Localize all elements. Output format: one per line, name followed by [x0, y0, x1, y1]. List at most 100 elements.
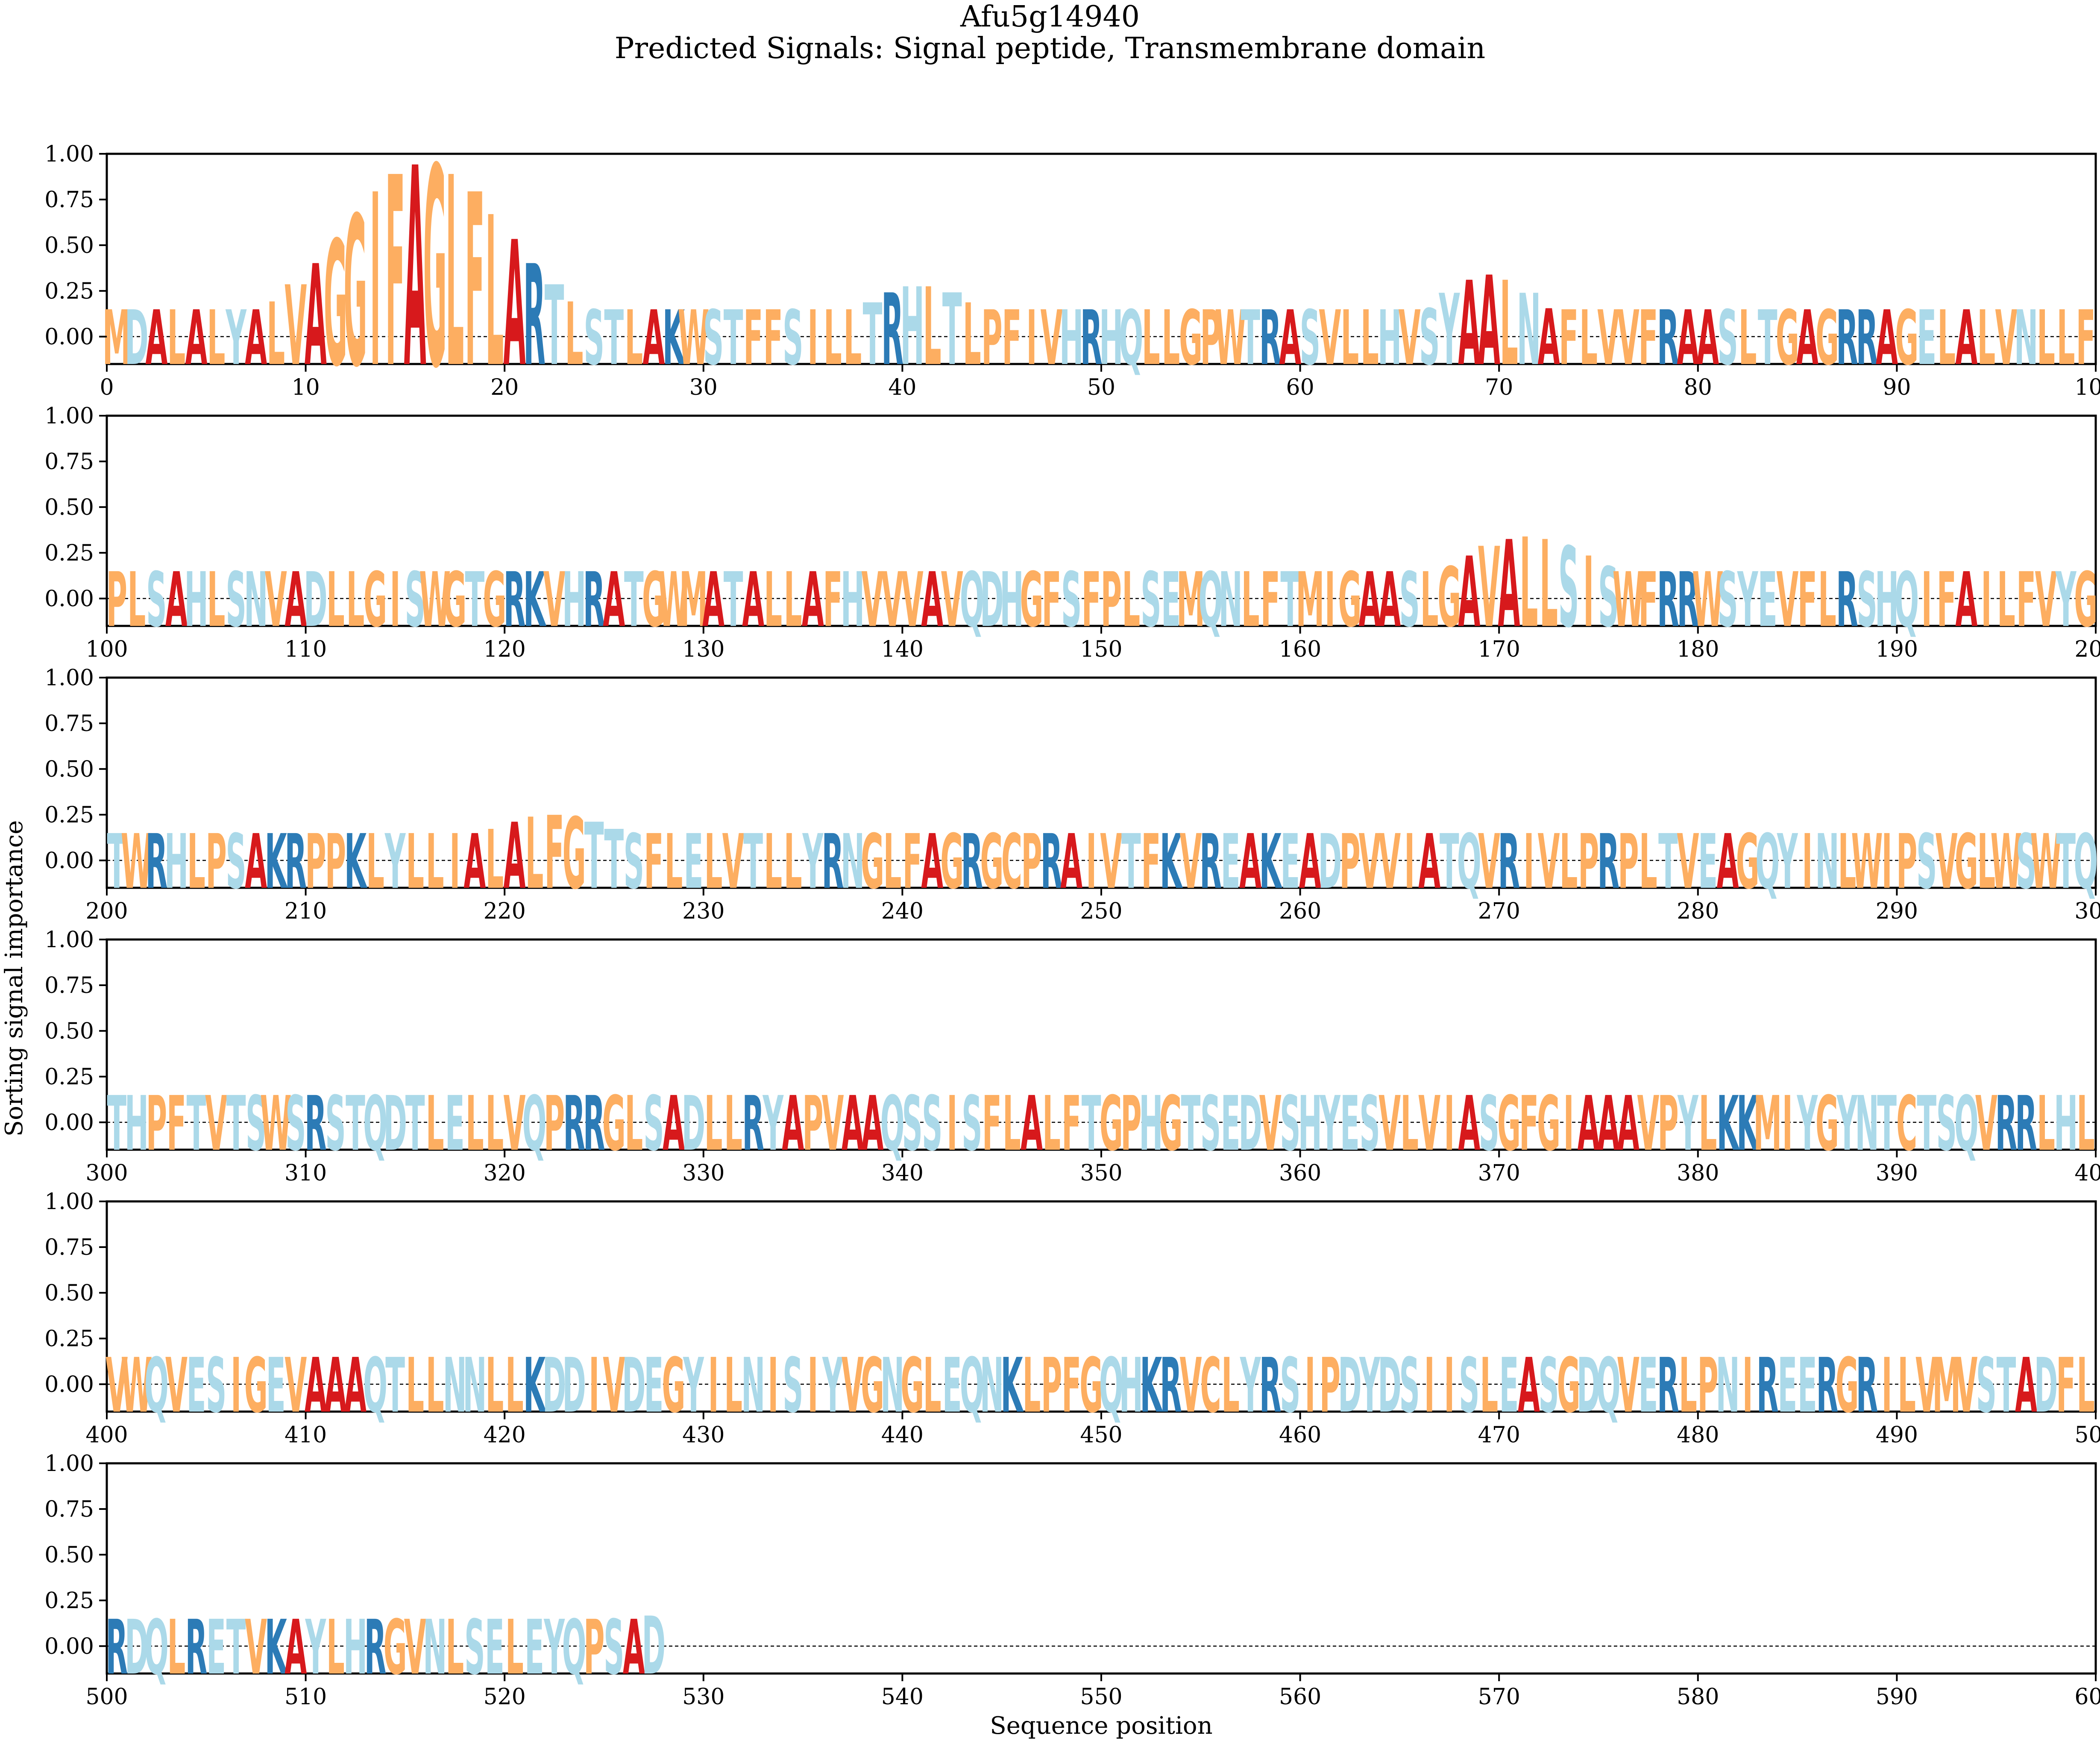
- logo-letter: A: [1021, 1080, 1043, 1168]
- logo-letter: F: [903, 818, 922, 906]
- logo-letter: A: [921, 556, 943, 644]
- logo-letter: R: [106, 1604, 128, 1691]
- x-tick-label: 20: [490, 375, 519, 400]
- logo-letter: L: [1400, 1080, 1419, 1168]
- logo-letter: P: [1697, 1342, 1718, 1430]
- logo-letter: I: [768, 1342, 778, 1430]
- logo-letter: E: [942, 1342, 962, 1430]
- logo-letter: E: [644, 1342, 663, 1430]
- logo-letter: P: [1101, 556, 1122, 644]
- y-axis-label: Sorting signal importance: [0, 820, 28, 1136]
- logo-letter: S: [1479, 1080, 1499, 1168]
- logo-letter: S: [1359, 1080, 1380, 1168]
- logo-letter: V: [1180, 1342, 1202, 1430]
- logo-letter: S: [206, 1342, 226, 1430]
- logo-letter: L: [326, 1604, 345, 1691]
- y-tick-label: 0.75: [44, 449, 94, 475]
- logo-letter: D: [383, 1080, 407, 1168]
- logo-letter: H: [125, 1080, 149, 1168]
- logo-letter: R: [1080, 294, 1103, 382]
- y-tick-label: 0.00: [44, 324, 94, 350]
- logo-letter: A: [1299, 818, 1321, 906]
- logo-letter: I: [1563, 1080, 1574, 1168]
- logo-letter: V: [284, 1342, 307, 1430]
- logo-letter: S: [1598, 550, 1619, 645]
- logo-letter: P: [1021, 818, 1042, 906]
- logo-letter: H: [1000, 556, 1024, 644]
- logo-letter: A: [284, 556, 307, 644]
- logo-letter: F: [644, 818, 663, 906]
- logo-letter: A: [1518, 1342, 1540, 1430]
- logo-letter: D: [1577, 1342, 1601, 1430]
- x-tick-label: 300: [85, 1160, 128, 1186]
- logo-letter: V: [603, 1342, 625, 1430]
- logo-letter: A: [1538, 293, 1560, 382]
- logo-letter: S: [604, 1604, 624, 1691]
- logo-letter: W: [1990, 818, 2022, 906]
- logo-letter: P: [1657, 1080, 1678, 1168]
- logo-letter: W: [260, 1080, 292, 1168]
- y-tick-label: 0.25: [44, 1326, 94, 1352]
- logo-letter: I: [807, 294, 818, 382]
- logo-letter: Y: [384, 818, 406, 906]
- y-tick-label: 0.75: [44, 973, 94, 998]
- logo-letter: L: [1162, 294, 1180, 382]
- logo-letter: A: [245, 818, 267, 906]
- logo-letter: R: [1836, 556, 1858, 644]
- logo-letter: G: [244, 1342, 268, 1430]
- x-tick-label: 350: [1080, 1160, 1122, 1186]
- y-tick-label: 0.25: [44, 1588, 94, 1614]
- logo-letter: Q: [562, 1604, 587, 1691]
- logo-letter: T: [1280, 556, 1300, 644]
- y-tick-label: 1.00: [44, 665, 94, 691]
- logo-letter: Q: [363, 1342, 387, 1430]
- logo-letter: P: [1041, 1342, 1062, 1430]
- logo-letter: A: [1378, 556, 1401, 644]
- x-tick-label: 200: [2074, 637, 2100, 662]
- logo-letter: S: [1936, 1080, 1957, 1168]
- logo-letter: P: [981, 294, 1002, 382]
- logo-letter: A: [802, 556, 824, 644]
- logo-letter: A: [1458, 257, 1480, 391]
- y-tick-label: 0.50: [44, 233, 94, 258]
- logo-letter: A: [921, 818, 943, 906]
- x-tick-label: 210: [284, 898, 327, 924]
- x-tick-label: 260: [1279, 898, 1321, 924]
- logo-letter: Q: [880, 1080, 905, 1168]
- logo-letter: L: [883, 818, 902, 906]
- logo-letter: H: [164, 818, 188, 906]
- logo-letter: R: [1995, 1080, 2018, 1168]
- logo-letter: G: [1557, 1342, 1581, 1430]
- logo-letter: V: [1478, 818, 1500, 906]
- logo-letter: N: [1716, 1342, 1740, 1430]
- logo-letter: I: [1524, 818, 1534, 906]
- logo-letter: N: [980, 1342, 1004, 1430]
- logo-letter: E: [485, 1604, 504, 1691]
- logo-letter: L: [1639, 818, 1657, 906]
- logo-letter: S: [1141, 556, 1161, 644]
- logo-letter: Q: [1457, 818, 1481, 906]
- logo-letter: S: [1717, 556, 1738, 644]
- logo-letter: L: [2077, 1342, 2095, 1430]
- x-tick-label: 120: [484, 637, 526, 662]
- logo-letter: T: [1917, 1080, 1936, 1168]
- logo-letter: V: [2035, 556, 2057, 644]
- logo-letter: L: [167, 1604, 186, 1691]
- logo-letter: L: [1977, 294, 1996, 382]
- logo-letter: K: [1736, 1080, 1760, 1168]
- logo-letter: A: [463, 818, 486, 906]
- logo-letter: V: [842, 1342, 864, 1430]
- logo-letter: Y: [1777, 818, 1798, 906]
- logo-letter: A: [245, 294, 267, 382]
- logo-letter: R: [1498, 818, 1520, 906]
- x-tick-label: 10: [292, 375, 320, 400]
- logo-letter: H: [1378, 294, 1402, 382]
- x-tick-label: 520: [484, 1684, 526, 1710]
- logo-letter: L: [1997, 556, 2015, 644]
- logo-letter: L: [1341, 294, 1359, 382]
- x-tick-label: 280: [1677, 898, 1719, 924]
- logo-letter: G: [1437, 550, 1461, 645]
- logo-letter: D: [980, 556, 1004, 644]
- logo-letter: V: [1399, 294, 1421, 382]
- logo-letter: R: [1757, 1342, 1779, 1430]
